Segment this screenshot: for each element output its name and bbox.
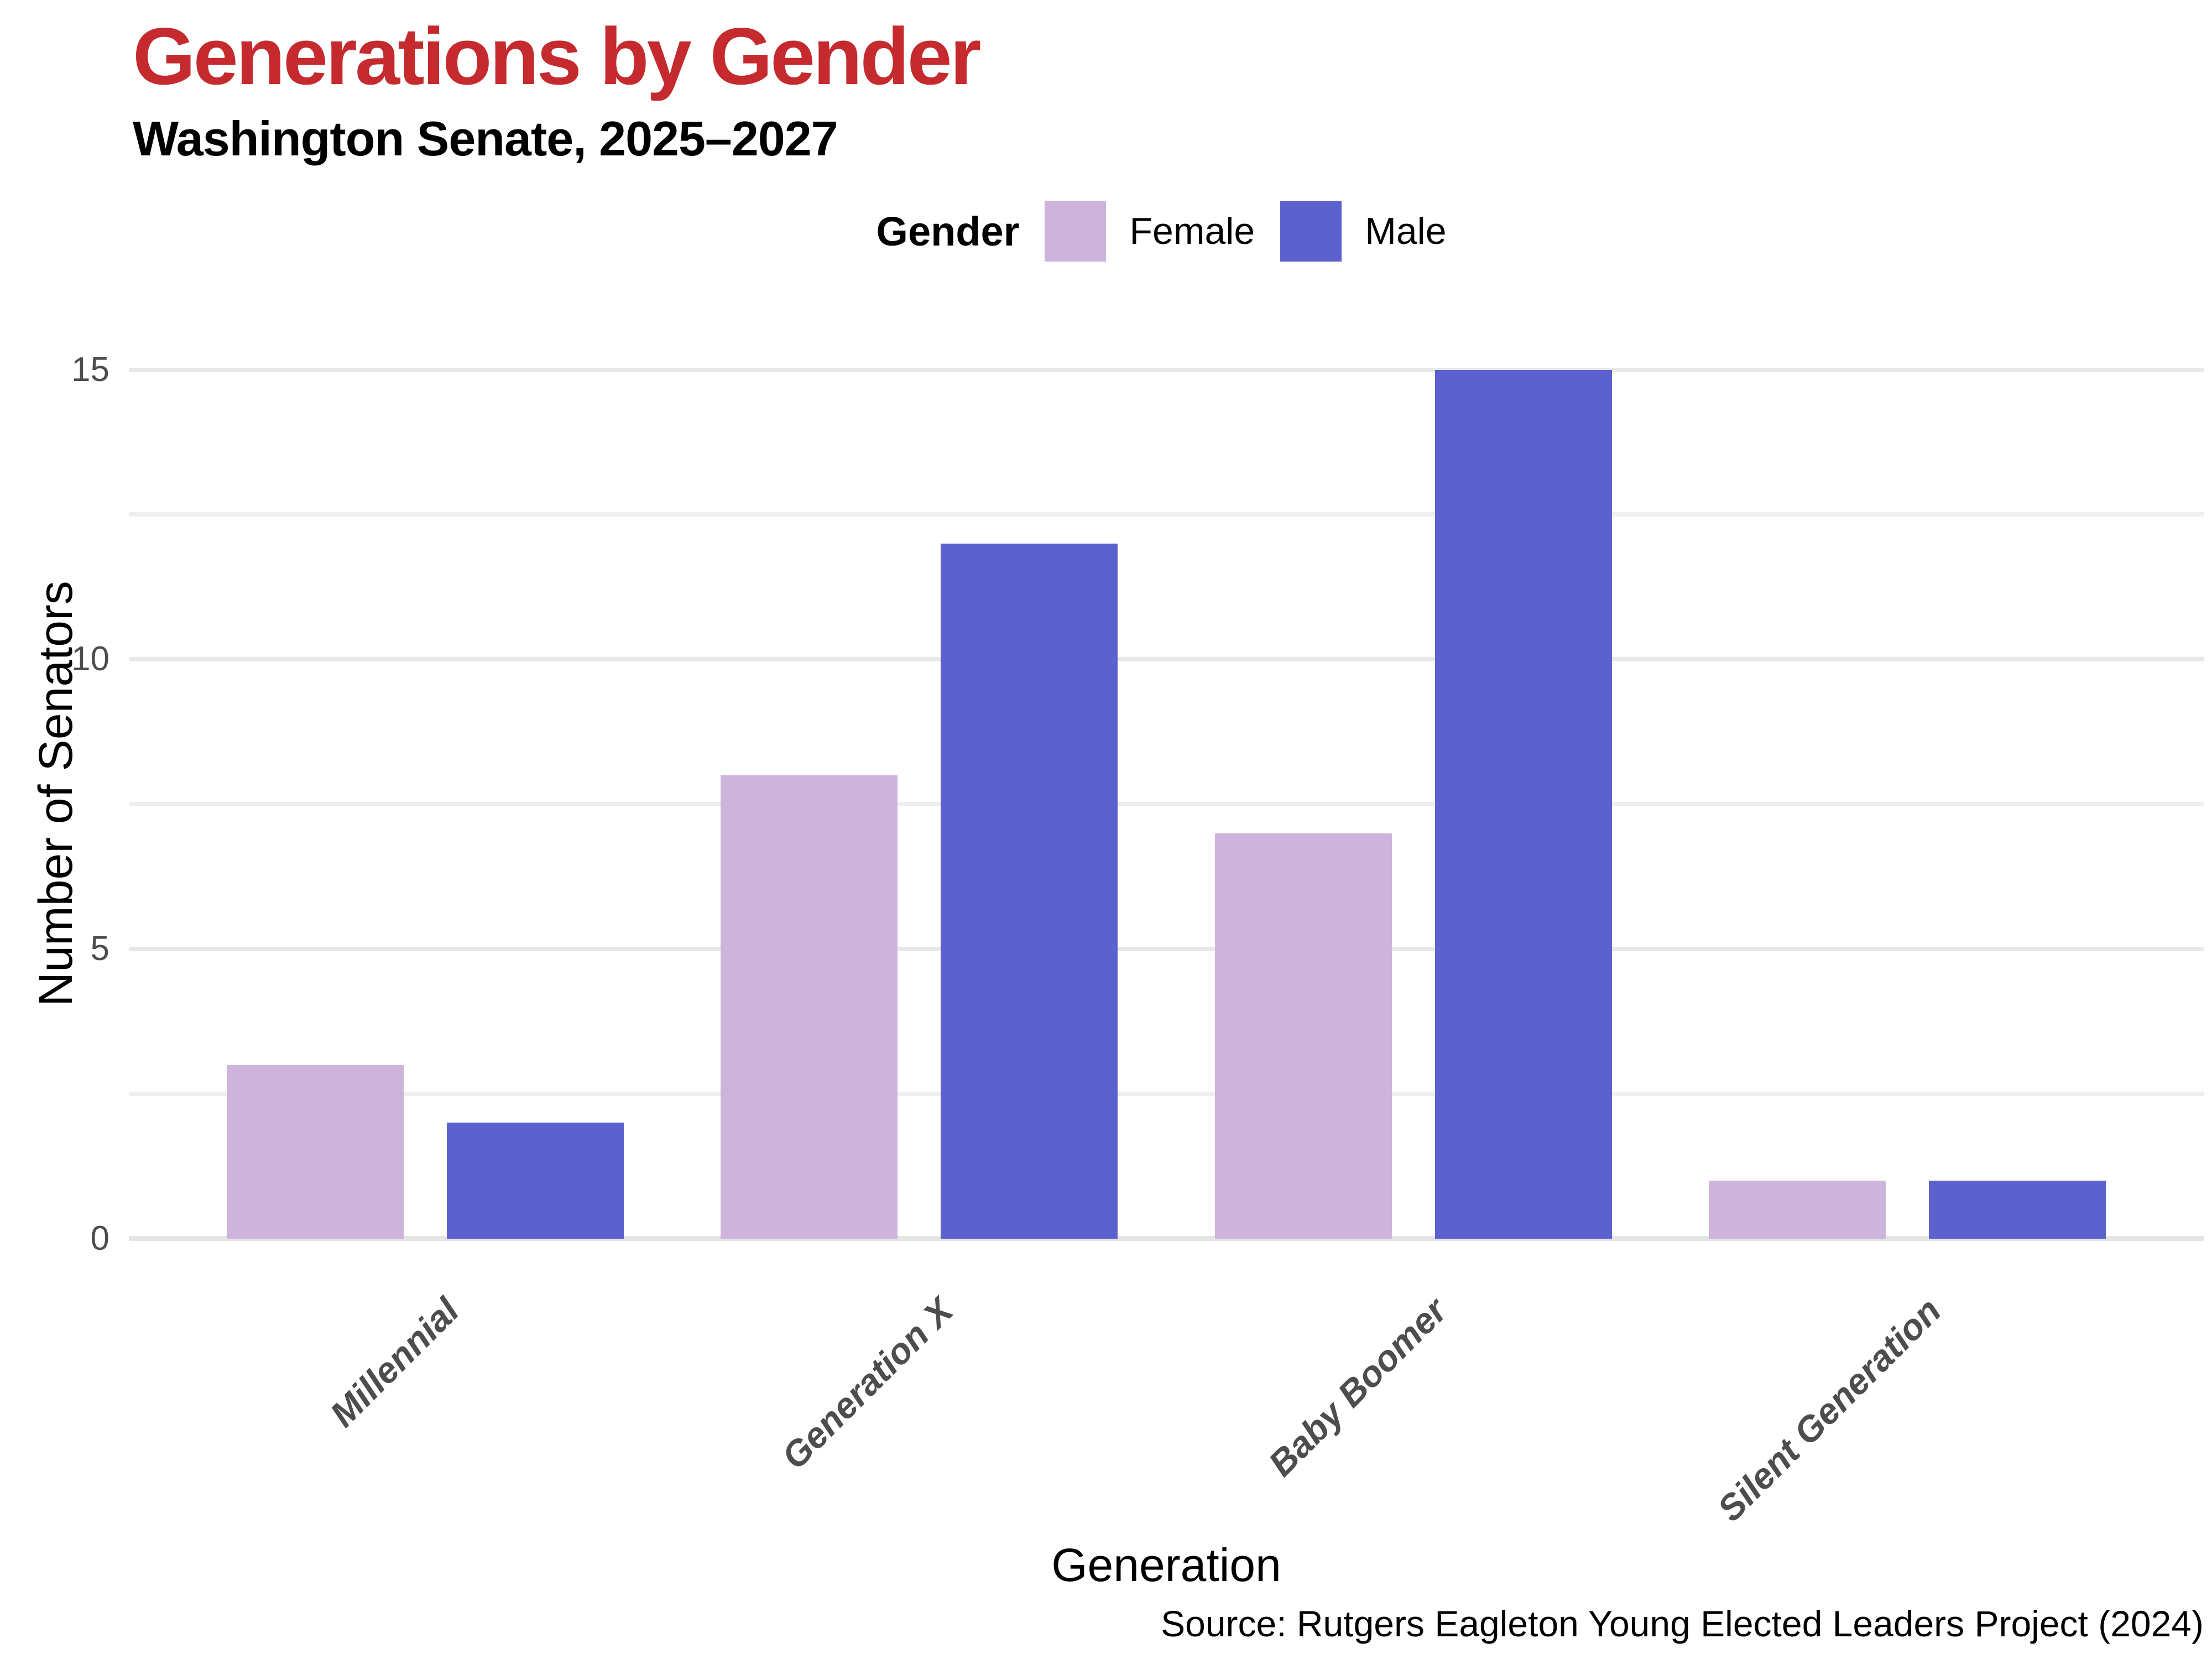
y-tick-label-15: 15 xyxy=(71,350,109,389)
legend-swatch-male xyxy=(1280,201,1342,262)
y-tick-label-0: 0 xyxy=(90,1219,109,1258)
bar-male-generation-x xyxy=(941,543,1118,1239)
x-axis-title: Generation xyxy=(1051,1539,1281,1591)
legend-item-female: Female xyxy=(1045,201,1255,262)
legend: Gender Female Male xyxy=(111,197,2212,265)
bar-female-millennial xyxy=(227,1065,404,1239)
x-category-label-generation-x: Generation X xyxy=(774,1290,961,1477)
x-category-label-baby-boomer: Baby Boomer xyxy=(1260,1290,1455,1484)
legend-swatch-female xyxy=(1045,201,1107,262)
x-category-label-silent-generation: Silent Generation xyxy=(1709,1290,1949,1530)
bar-male-baby-boomer xyxy=(1434,369,1612,1239)
bar-male-millennial xyxy=(447,1123,624,1239)
source-note: Source: Rutgers Eagleton Young Elected L… xyxy=(1161,1603,2204,1644)
gridline-y-12.5 xyxy=(129,512,2204,517)
gridline-y-10 xyxy=(129,657,2204,662)
y-axis-tick-labels: 0 5 10 15 xyxy=(0,0,109,1659)
plot-area xyxy=(129,326,2204,1241)
bar-female-silent-generation xyxy=(1709,1181,1886,1239)
gridline-y-0 xyxy=(129,1236,2204,1241)
bar-female-baby-boomer xyxy=(1214,833,1392,1239)
legend-item-male: Male xyxy=(1280,201,1447,262)
legend-title: Gender xyxy=(876,208,1020,254)
y-tick-label-10: 10 xyxy=(71,640,109,679)
gridline-y-7.5 xyxy=(129,802,2204,807)
chart-subtitle: Washington Senate, 2025–2027 xyxy=(133,111,838,166)
legend-label-female: Female xyxy=(1129,210,1255,252)
x-category-label-millennial: Millennial xyxy=(322,1290,467,1434)
bar-female-generation-x xyxy=(721,775,898,1239)
y-tick-label-5: 5 xyxy=(90,930,109,968)
legend-label-male: Male xyxy=(1365,210,1447,252)
chart-title: Generations by Gender xyxy=(133,11,982,101)
bar-male-silent-generation xyxy=(1929,1181,2106,1239)
gridline-y-2.5 xyxy=(129,1092,2204,1097)
gridline-y-15 xyxy=(129,367,2204,372)
gridline-y-5 xyxy=(129,947,2204,952)
